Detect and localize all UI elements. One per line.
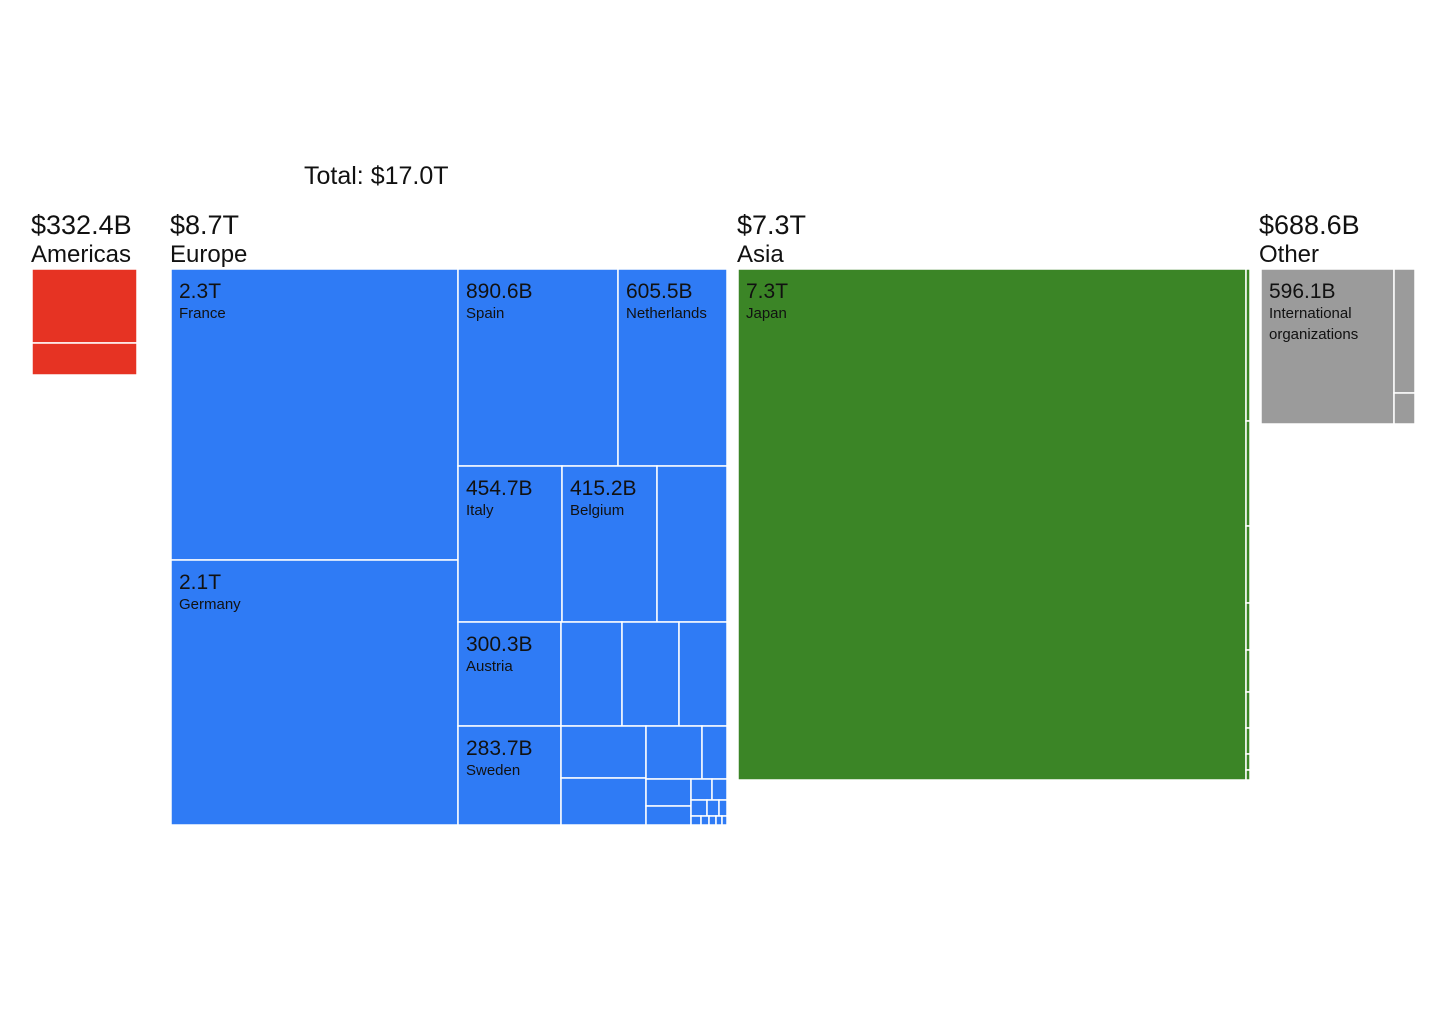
tile-europe-minor-19 <box>711 778 728 801</box>
group-name-americas: Americas <box>31 241 131 268</box>
tile-europe-italy <box>457 465 563 623</box>
tile-label-other-international-organizations: International <box>1269 305 1352 322</box>
tile-other-international-organizations <box>1260 268 1395 425</box>
tile-europe-minor-15 <box>645 725 703 780</box>
tile-value-europe-italy: 454.7B <box>466 477 533 500</box>
tile-value-europe-netherlands: 605.5B <box>626 280 693 303</box>
tile-europe-france <box>170 268 459 561</box>
tile-value-europe-sweden: 283.7B <box>466 737 533 760</box>
tile-label-asia-japan: Japan <box>746 305 787 322</box>
group-name-europe: Europe <box>170 241 247 268</box>
tile-europe-minor-28 <box>721 815 728 826</box>
tile-europe-minor-14 <box>560 777 647 826</box>
tile-asia-minor-8 <box>1245 753 1251 771</box>
treemap-tile-labels: 2.3T France 2.1T Germany 890.6B Spain 605.5B Ne… <box>179 280 1358 779</box>
tile-label-europe-italy: Italy <box>466 502 494 519</box>
tile-europe-minor-24 <box>690 815 702 826</box>
tile-europe-minor-10 <box>621 621 680 727</box>
tile-asia-minor-4 <box>1245 602 1251 651</box>
group-value-other: $688.6B <box>1259 210 1360 240</box>
tile-americas-1 <box>31 268 138 344</box>
tile-label-europe-belgium: Belgium <box>570 502 624 519</box>
tile-europe-minor-27 <box>715 815 723 826</box>
tile-europe-minor-13 <box>560 725 647 779</box>
tile-value-other-international-organizations: 596.1B <box>1269 280 1336 303</box>
treemap-tiles <box>31 268 1416 826</box>
tile-europe-minor-22 <box>706 799 720 817</box>
tile-europe-minor-11 <box>678 621 728 727</box>
tile-label-europe-france: France <box>179 305 226 322</box>
tile-label-other-international-organizations-1: organizations <box>1269 326 1358 343</box>
tile-value-europe-spain: 890.6B <box>466 280 533 303</box>
tile-europe-minor-9 <box>560 621 623 727</box>
group-name-other: Other <box>1259 241 1319 268</box>
group-value-americas: $332.4B <box>31 210 132 240</box>
tile-americas-2 <box>31 342 138 376</box>
tile-europe-minor-16 <box>701 725 728 780</box>
group-value-europe: $8.7T <box>170 210 239 240</box>
tile-europe-germany <box>170 559 459 826</box>
tile-label-europe-sweden: Sweden <box>466 762 520 779</box>
tile-asia-minor-9 <box>1245 769 1251 781</box>
group-name-asia: Asia <box>737 241 784 268</box>
tile-europe-spain <box>457 268 619 467</box>
tile-asia-minor-1 <box>1245 268 1251 422</box>
tile-europe-minor-18 <box>690 778 713 801</box>
tile-europe-minor-17 <box>645 778 692 807</box>
tile-value-europe-austria: 300.3B <box>466 633 533 656</box>
tile-other-minor-2 <box>1393 392 1416 425</box>
group-value-asia: $7.3T <box>737 210 806 240</box>
tile-label-europe-austria: Austria <box>466 658 513 675</box>
tile-asia-minor-3 <box>1245 525 1251 604</box>
tile-europe-netherlands <box>617 268 728 467</box>
tile-europe-minor-25 <box>700 815 710 826</box>
tile-other-minor-1 <box>1393 268 1416 394</box>
tile-value-europe-france: 2.3T <box>179 280 221 303</box>
tile-asia-minor-5 <box>1245 649 1251 693</box>
tile-europe-minor-21 <box>690 799 708 817</box>
tile-europe-minor-26 <box>708 815 717 826</box>
tile-label-europe-spain: Spain <box>466 305 504 322</box>
total-label: Total: $17.0T <box>304 162 449 190</box>
tile-europe-minor-20 <box>645 805 692 826</box>
tile-label-europe-netherlands: Netherlands <box>626 305 707 322</box>
tile-europe-minor-7 <box>656 465 728 623</box>
tile-value-europe-germany: 2.1T <box>179 571 221 594</box>
tile-asia-minor-7 <box>1245 727 1251 755</box>
tile-asia-japan <box>737 268 1247 781</box>
tile-label-europe-germany: Germany <box>179 596 241 613</box>
tile-value-asia-japan: 7.3T <box>746 280 788 303</box>
tile-europe-minor-23 <box>718 799 728 817</box>
tile-value-europe-belgium: 415.2B <box>570 477 637 500</box>
tile-europe-belgium <box>561 465 658 623</box>
tile-asia-minor-2 <box>1245 420 1251 527</box>
tile-asia-minor-6 <box>1245 691 1251 729</box>
tile-europe-sweden <box>457 725 562 826</box>
